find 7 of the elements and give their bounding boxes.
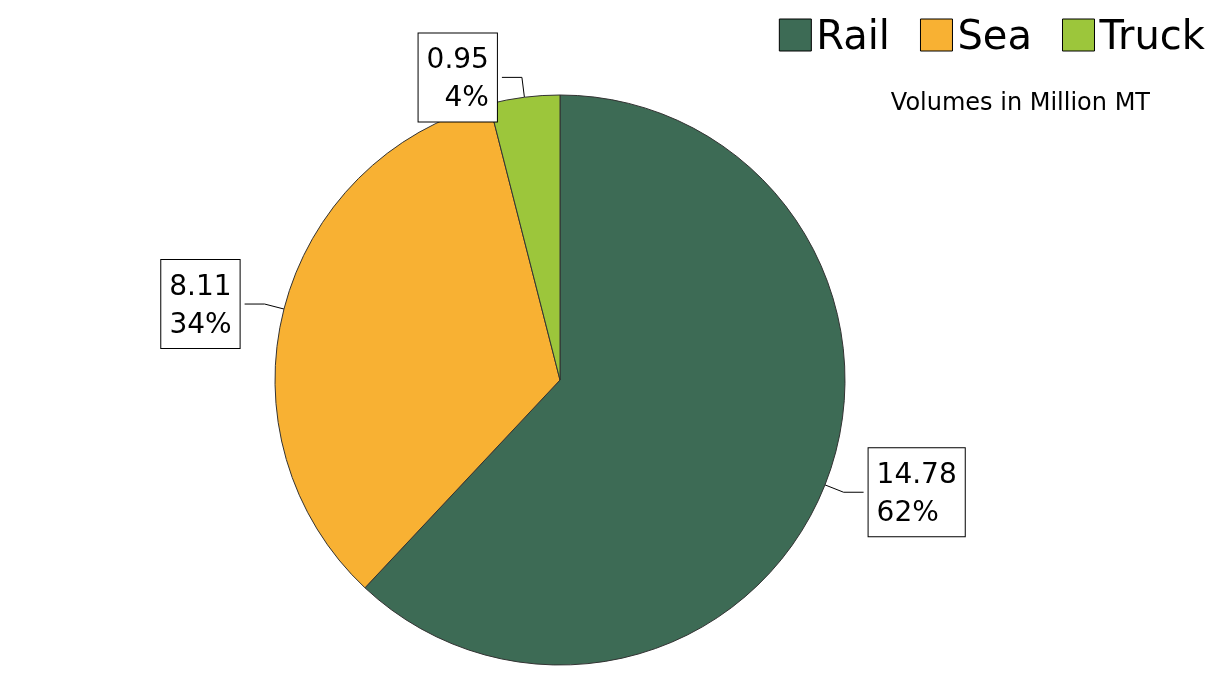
- data-label: 8.11 34%: [169, 268, 232, 340]
- legend-label: Truck: [1098, 12, 1206, 58]
- data-label: 0.95 4%: [426, 41, 489, 113]
- legend-label: Sea: [957, 12, 1032, 58]
- legend-label: Rail: [816, 12, 890, 58]
- text: Volumes in Million MT: [890, 88, 1151, 116]
- data-label: 14.78 62%: [876, 456, 957, 528]
